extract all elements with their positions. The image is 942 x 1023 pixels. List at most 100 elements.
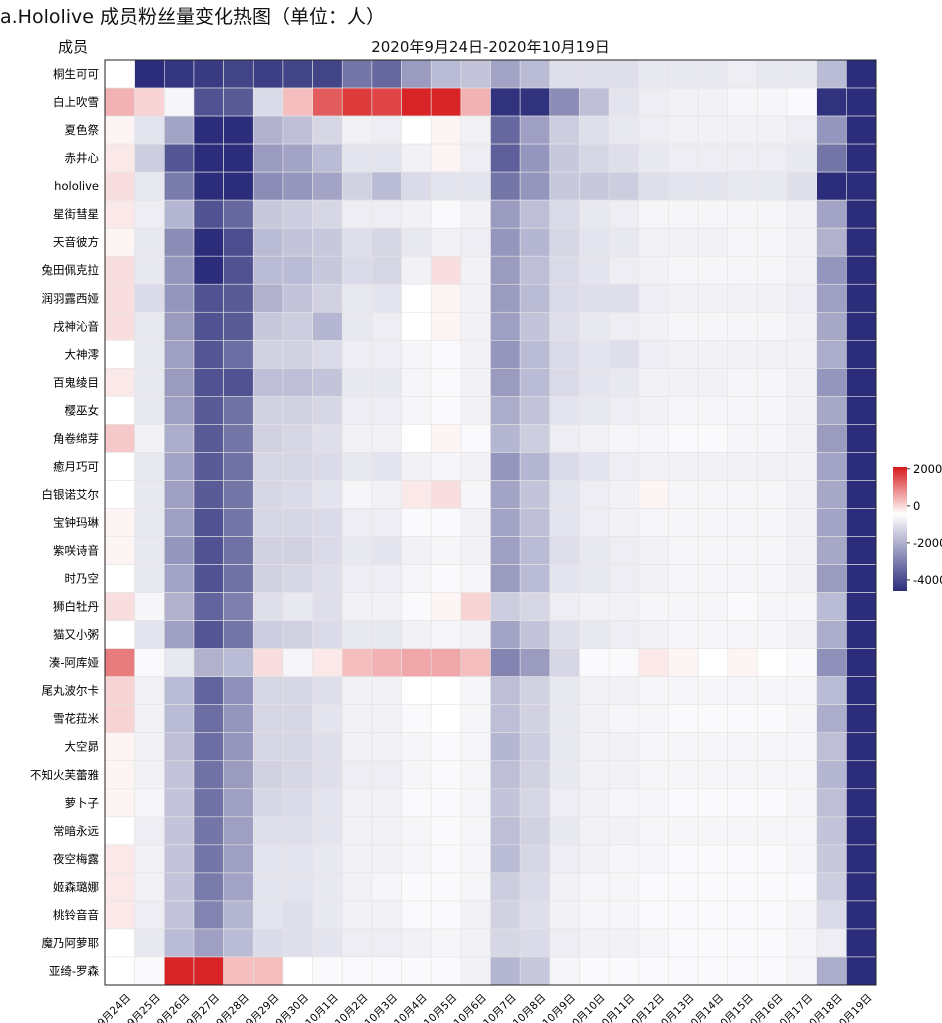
heatmap-cell	[193, 396, 224, 425]
heatmap-cell	[519, 59, 551, 89]
heatmap-cell	[252, 536, 284, 565]
heatmap-cell	[312, 424, 343, 453]
color-legend: 2000 0 -2000 -4000	[893, 462, 942, 591]
heatmap-cell	[490, 900, 521, 930]
heatmap-cell	[757, 928, 788, 958]
heatmap-cell	[401, 620, 432, 649]
heatmap-cell	[786, 480, 817, 509]
heatmap-cell	[401, 648, 432, 677]
heatmap-cell	[193, 592, 224, 621]
heatmap-cell	[490, 536, 521, 565]
heatmap-cell	[460, 788, 491, 818]
heatmap-cell	[134, 311, 165, 341]
heatmap-cell	[312, 592, 343, 621]
heatmap-cell	[104, 508, 135, 537]
heatmap-cell	[312, 788, 343, 818]
heatmap-cell	[816, 480, 847, 509]
heatmap-cell	[430, 59, 462, 89]
heatmap-cell	[223, 816, 254, 846]
heatmap-cell	[816, 732, 847, 762]
heatmap-cell	[786, 564, 817, 593]
heatmap-cell	[371, 283, 402, 313]
heatmap-cell	[312, 844, 343, 874]
heatmap-cell	[134, 199, 165, 229]
heatmap-cell	[608, 171, 640, 201]
heatmap-cell	[252, 87, 284, 117]
heatmap-cell	[104, 648, 135, 677]
row-label: 大空昴	[65, 740, 100, 754]
heatmap-cell	[164, 704, 195, 734]
heatmap-cell	[490, 592, 521, 621]
heatmap-cell	[519, 368, 551, 397]
heatmap-cell	[282, 564, 313, 593]
heatmap-cell	[697, 396, 729, 425]
heatmap-cell	[282, 872, 313, 902]
heatmap-cell	[341, 311, 373, 341]
heatmap-cell	[430, 480, 462, 509]
heatmap-cell	[786, 115, 817, 145]
heatmap-cell	[223, 536, 254, 565]
heatmap-cell	[846, 844, 877, 874]
heatmap-cell	[401, 928, 432, 958]
heatmap-cell	[371, 508, 402, 537]
heatmap-cell	[430, 900, 462, 930]
heatmap-cell	[579, 732, 610, 762]
legend-tick-label: 0	[913, 499, 920, 513]
heatmap-cell	[579, 844, 610, 874]
heatmap-cell	[519, 816, 551, 846]
heatmap-cell	[341, 143, 373, 173]
heatmap-cell	[460, 956, 491, 986]
heatmap-cell	[519, 227, 551, 257]
heatmap-cell	[727, 872, 758, 902]
heatmap-cell	[668, 115, 699, 145]
heatmap-cell	[579, 956, 610, 986]
heatmap-cell	[460, 171, 491, 201]
row-label: 润羽露西娅	[42, 291, 100, 305]
heatmap-cell	[460, 592, 491, 621]
heatmap-cell	[282, 704, 313, 734]
heatmap-cell	[282, 536, 313, 565]
legend-tick-label: 2000	[913, 462, 942, 476]
heatmap-cell	[193, 143, 224, 173]
heatmap-cell	[134, 143, 165, 173]
heatmap-cell	[579, 620, 610, 649]
heatmap-cell	[401, 564, 432, 593]
heatmap-cell	[519, 900, 551, 930]
heatmap-cell	[104, 115, 135, 145]
heatmap-cell	[519, 199, 551, 229]
heatmap-cell	[549, 255, 580, 285]
heatmap-cell	[519, 844, 551, 874]
heatmap-cell	[608, 396, 640, 425]
heatmap-cell	[341, 704, 373, 734]
heatmap-cell	[164, 87, 195, 117]
heatmap-cell	[697, 115, 729, 145]
heatmap-cell	[549, 115, 580, 145]
row-label: 猫又小粥	[53, 628, 99, 642]
heatmap-cell	[519, 311, 551, 341]
heatmap-cell	[341, 648, 373, 677]
heatmap-cell	[519, 115, 551, 145]
heatmap-cell	[104, 368, 135, 397]
heatmap-cell	[193, 255, 224, 285]
heatmap-cell	[341, 956, 373, 986]
heatmap-cell	[223, 283, 254, 313]
heatmap-cell	[638, 396, 669, 425]
row-label: 不知火芙蕾雅	[30, 768, 99, 782]
heatmap-cell	[638, 59, 669, 89]
heatmap-cell	[312, 59, 343, 89]
heatmap-cell	[846, 59, 877, 89]
heatmap-cell	[519, 676, 551, 705]
heatmap-cell	[134, 396, 165, 425]
heatmap-cell	[579, 199, 610, 229]
heatmap-cell	[697, 227, 729, 257]
heatmap-cell	[816, 788, 847, 818]
heatmap-cell	[371, 872, 402, 902]
heatmap-cell	[846, 115, 877, 145]
heatmap-cell	[134, 480, 165, 509]
heatmap-cell	[668, 311, 699, 341]
heatmap-cell	[757, 704, 788, 734]
row-label: 夏色祭	[65, 123, 100, 137]
heatmap-cell	[371, 255, 402, 285]
heatmap-cell	[223, 87, 254, 117]
heatmap-cell	[252, 732, 284, 762]
